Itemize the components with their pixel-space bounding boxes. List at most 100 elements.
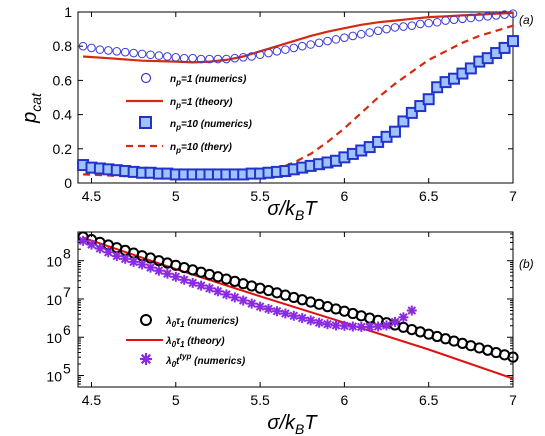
series-n1-numerics-point <box>247 52 256 61</box>
series-typ-numerics-point <box>78 235 89 246</box>
series-typ-numerics-point <box>364 321 375 332</box>
panel-a-ytick-label: 0.4 <box>53 107 73 123</box>
series-n1-numerics-point <box>441 16 450 25</box>
series-n1-numerics-point <box>255 50 265 60</box>
series-typ-numerics-point <box>263 303 274 314</box>
series-n1-numerics-point <box>222 54 231 64</box>
series-typ-numerics-point <box>196 280 207 291</box>
series-n1-numerics-point <box>129 48 138 58</box>
series-typ-numerics-point <box>398 312 409 323</box>
legend-tau-numerics-label: λ0τ1 (numerics) <box>165 316 239 329</box>
series-typ-numerics-point <box>179 274 190 285</box>
panel-a-ytick-label: 0.6 <box>53 72 73 88</box>
series-n1-numerics-point <box>120 47 130 57</box>
series-typ-numerics-point <box>145 262 156 273</box>
series-n1-numerics-point <box>483 11 493 21</box>
series-typ-numerics-point <box>86 239 97 250</box>
series-n1-numerics-point <box>281 45 290 54</box>
series-typ-numerics-point <box>347 321 358 332</box>
series-n1-numerics-point <box>188 53 197 63</box>
series-typ-numerics-point <box>94 243 105 254</box>
panel-a-xtick-label: 6.5 <box>419 188 439 204</box>
panel-a-ytick-label: 1 <box>64 4 72 20</box>
legend-n1-numerics-label: np=1 (numerics) <box>170 74 247 87</box>
panel-b-xtick-label: 6.5 <box>419 392 439 408</box>
series-n1-numerics-point <box>314 38 324 48</box>
series-typ-numerics-point <box>297 313 308 324</box>
series-n1-numerics-point <box>390 23 400 32</box>
series-n1-numerics-point <box>399 22 408 31</box>
panel-b-data <box>77 231 519 380</box>
panel-a-ytick-label: 0.8 <box>53 38 73 54</box>
panel-b-ytick-exponent: 6 <box>63 322 71 338</box>
series-n1-numerics-point <box>365 28 374 37</box>
series-typ-numerics-point <box>390 316 400 327</box>
series-n1-numerics-point <box>382 24 391 34</box>
series-n1-numerics-point <box>407 21 417 30</box>
series-n1-numerics-point <box>289 43 299 53</box>
series-typ-numerics-point <box>280 308 291 319</box>
panel-a-data <box>77 9 519 181</box>
panel-a-xtick-label: 6 <box>340 188 348 204</box>
series-n10-numerics-point <box>397 115 410 128</box>
series-typ-numerics-point <box>111 251 122 262</box>
series-n1-numerics-point <box>230 53 240 63</box>
series-n1-numerics-point <box>466 13 476 23</box>
series-typ-numerics-point <box>381 320 392 331</box>
legend-n1-numerics-marker <box>140 72 152 84</box>
series-typ-numerics-point <box>128 256 139 267</box>
series-n1-numerics-point <box>272 47 282 56</box>
series-n1-numerics-point <box>432 17 442 27</box>
panel-b-xtick-label: 5 <box>172 392 180 408</box>
series-n1-numerics-point <box>171 53 181 62</box>
panel-b-xtick-label: 7 <box>509 392 517 408</box>
panel-a-ytick-label: 0 <box>64 175 72 191</box>
series-typ-numerics-point <box>153 265 164 276</box>
series-n1-numerics-point <box>196 54 206 64</box>
series-typ-numerics-point <box>204 283 215 294</box>
series-n1-numerics-point <box>205 54 214 64</box>
panel-b-ytick-exponent: 5 <box>63 361 71 377</box>
series-typ-numerics-point <box>255 301 266 312</box>
panel-b-xlabel: σ/kBT <box>267 412 318 436</box>
series-n1-numerics-point <box>306 40 315 49</box>
panel-a-ylabel: pcat <box>19 92 44 124</box>
series-n1-numerics-point <box>154 51 164 60</box>
series-typ-numerics-point <box>288 310 299 321</box>
legend-n10-theory-label: np=10 (thery) <box>170 142 233 155</box>
panel-a-xtick-label: 5 <box>172 188 180 204</box>
legend-n10-numerics-label: np=10 (numerics) <box>170 119 253 132</box>
panel-a-xtick-label: 7 <box>509 188 517 204</box>
series-n1-numerics-point <box>163 52 172 61</box>
series-n1-numerics-point <box>348 31 358 41</box>
legend-n1-theory-label: np=1 (theory) <box>170 97 233 110</box>
series-typ-numerics-point <box>103 247 114 258</box>
panel-b-xtick-label: 6 <box>340 392 348 408</box>
series-n10-numerics-point <box>422 93 435 106</box>
series-typ-numerics-point <box>221 289 232 300</box>
series-typ-numerics-point <box>373 321 384 332</box>
series-n1-numerics-point <box>331 35 341 44</box>
panel-a-ytick-label: 0.2 <box>53 141 73 157</box>
legend-n10-numerics-marker <box>139 116 152 129</box>
panel-a-xtick-label: 4.5 <box>82 188 102 204</box>
panel-b-ytick-exponent: 8 <box>63 246 71 262</box>
panel-b-ytick-label: 10 <box>46 369 62 385</box>
series-n1-numerics-point <box>179 53 189 63</box>
panel-a-xlabel: σ/kBT <box>267 198 318 223</box>
series-typ-numerics-point <box>137 259 148 270</box>
series-n1-numerics-point <box>264 48 273 58</box>
series-typ-numerics-point <box>406 305 417 316</box>
series-typ-numerics-point <box>238 295 249 306</box>
series-n1-numerics-point <box>112 47 122 56</box>
series-n10-numerics-point <box>464 62 477 75</box>
series-n1-numerics-point <box>78 41 88 51</box>
panel-a-legend: np=1 (numerics) np=1 (theory) np=10 (num… <box>126 72 253 155</box>
series-typ-numerics-point <box>356 321 367 332</box>
series-n1-numerics-point <box>500 10 509 19</box>
series-tau-theory-line <box>82 236 514 380</box>
legend-tau-numerics-marker <box>140 314 152 326</box>
series-n1-numerics-point <box>458 14 467 24</box>
legend-tau-theory-label: λ0τ1 (theory) <box>165 336 225 349</box>
